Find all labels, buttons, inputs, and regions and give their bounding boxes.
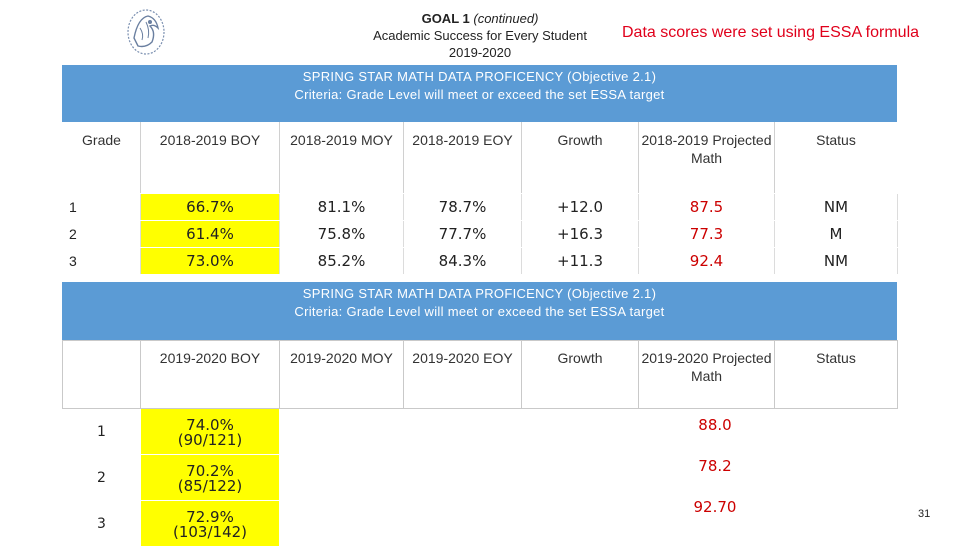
header-cell: 2019-2020 BOY: [140, 340, 280, 409]
header-cell: [62, 340, 141, 409]
eoy-cell: 77.7%: [403, 220, 522, 248]
goal-year: 2019-2020: [448, 45, 512, 60]
header-cell: Status: [774, 122, 898, 194]
header-cell: Growth: [521, 340, 639, 409]
projected-cell: 92.4: [638, 247, 775, 275]
status-cell: [774, 408, 898, 455]
header-cell: 2019-2020 Projected Math: [638, 340, 775, 409]
table-row: 1 74.0% (90/121): [62, 408, 898, 455]
eoy-cell: [403, 408, 522, 455]
header-cell: 2018-2019 EOY: [403, 122, 522, 194]
table-row: 2 70.2% (85/122): [62, 454, 898, 501]
projected-value: 92.70: [693, 498, 737, 516]
growth-cell: [521, 500, 639, 547]
banner-criteria: Criteria: Grade Level will meet or excee…: [294, 304, 665, 319]
projected-cell: 77.3: [638, 220, 775, 248]
boy-cell: 74.0% (90/121): [140, 408, 280, 455]
table-2018-2019: Grade 2018-2019 BOY 2018-2019 MOY 2018-2…: [62, 122, 898, 275]
boy-cell: 72.9% (103/142): [140, 500, 280, 547]
projected-cell: 87.5: [638, 193, 775, 221]
goal-title: GOAL 1: [421, 11, 470, 26]
district-seal-icon: [126, 8, 166, 56]
boy-fraction: (85/122): [177, 476, 243, 495]
status-cell: NM: [774, 247, 898, 275]
projected-value: 88.0: [698, 416, 732, 434]
section-banner-2018: SPRING STAR MATH DATA PROFICENCY (Object…: [62, 65, 897, 122]
boy-percent: 74.0%: [186, 415, 234, 434]
eoy-cell: [403, 500, 522, 547]
banner-title: SPRING STAR MATH DATA PROFICENCY (Object…: [302, 286, 657, 301]
boy-percent: 72.9%: [186, 507, 234, 526]
eoy-cell: 78.7%: [403, 193, 522, 221]
header-cell: 2019-2020 MOY: [279, 340, 404, 409]
moy-cell: [279, 454, 404, 501]
banner-criteria: Criteria: Grade Level will meet or excee…: [294, 87, 665, 102]
boy-cell: 70.2% (85/122): [140, 454, 280, 501]
projected-cell: [638, 454, 775, 501]
growth-cell: [521, 408, 639, 455]
boy-cell: 73.0%: [140, 247, 280, 275]
boy-fraction: (103/142): [172, 522, 248, 541]
goal-subtitle: Academic Success for Every Student: [373, 28, 587, 43]
moy-cell: 85.2%: [279, 247, 404, 275]
table-row: 3 73.0% 85.2% 84.3% +11.3 92.4 NM: [62, 247, 898, 275]
banner-title: SPRING STAR MATH DATA PROFICENCY (Object…: [302, 69, 657, 84]
boy-cell: 66.7%: [140, 193, 280, 221]
growth-cell: +11.3: [521, 247, 639, 275]
boy-percent: 70.2%: [186, 461, 234, 480]
page-number: 31: [918, 508, 931, 520]
header-cell: Growth: [521, 122, 639, 194]
status-cell: M: [774, 220, 898, 248]
table-row: 1 66.7% 81.1% 78.7% +12.0 87.5 NM: [62, 193, 898, 221]
goal-suffix: (continued): [473, 11, 539, 26]
header-cell: 2018-2019 Projected Math: [638, 122, 775, 194]
grade-cell: 1: [62, 193, 141, 221]
table-header-row: 2019-2020 BOY 2019-2020 MOY 2019-2020 EO…: [62, 340, 898, 409]
header-cell: 2018-2019 BOY: [140, 122, 280, 194]
growth-cell: [521, 454, 639, 501]
moy-cell: [279, 408, 404, 455]
grade-cell: 3: [62, 247, 141, 275]
grade-cell: 1: [62, 408, 141, 455]
growth-cell: +12.0: [521, 193, 639, 221]
boy-fraction: (90/121): [177, 430, 243, 449]
moy-cell: [279, 500, 404, 547]
header-cell: 2018-2019 MOY: [279, 122, 404, 194]
table-header-row: Grade 2018-2019 BOY 2018-2019 MOY 2018-2…: [62, 122, 898, 194]
goal-header: GOAL 1 (continued) Academic Success for …: [340, 10, 620, 61]
header-cell: Status: [774, 340, 898, 409]
section-banner-2019: SPRING STAR MATH DATA PROFICENCY (Object…: [62, 282, 897, 340]
moy-cell: 81.1%: [279, 193, 404, 221]
grade-cell: 2: [62, 454, 141, 501]
status-cell: [774, 454, 898, 501]
status-cell: NM: [774, 193, 898, 221]
boy-cell: 61.4%: [140, 220, 280, 248]
grade-cell: 2: [62, 220, 141, 248]
growth-cell: +16.3: [521, 220, 639, 248]
header-cell: 2019-2020 EOY: [403, 340, 522, 409]
table-2019-2020: 2019-2020 BOY 2019-2020 MOY 2019-2020 EO…: [62, 340, 898, 547]
eoy-cell: 84.3%: [403, 247, 522, 275]
projected-value: 78.2: [698, 457, 732, 475]
table-row: 2 61.4% 75.8% 77.7% +16.3 77.3 M: [62, 220, 898, 248]
eoy-cell: [403, 454, 522, 501]
header-cell: Grade: [62, 122, 141, 194]
essa-note: Data scores were set using ESSA formula: [622, 24, 920, 41]
table-row: 3 72.9% (103/142): [62, 500, 898, 547]
moy-cell: 75.8%: [279, 220, 404, 248]
projected-cell: [638, 408, 775, 455]
